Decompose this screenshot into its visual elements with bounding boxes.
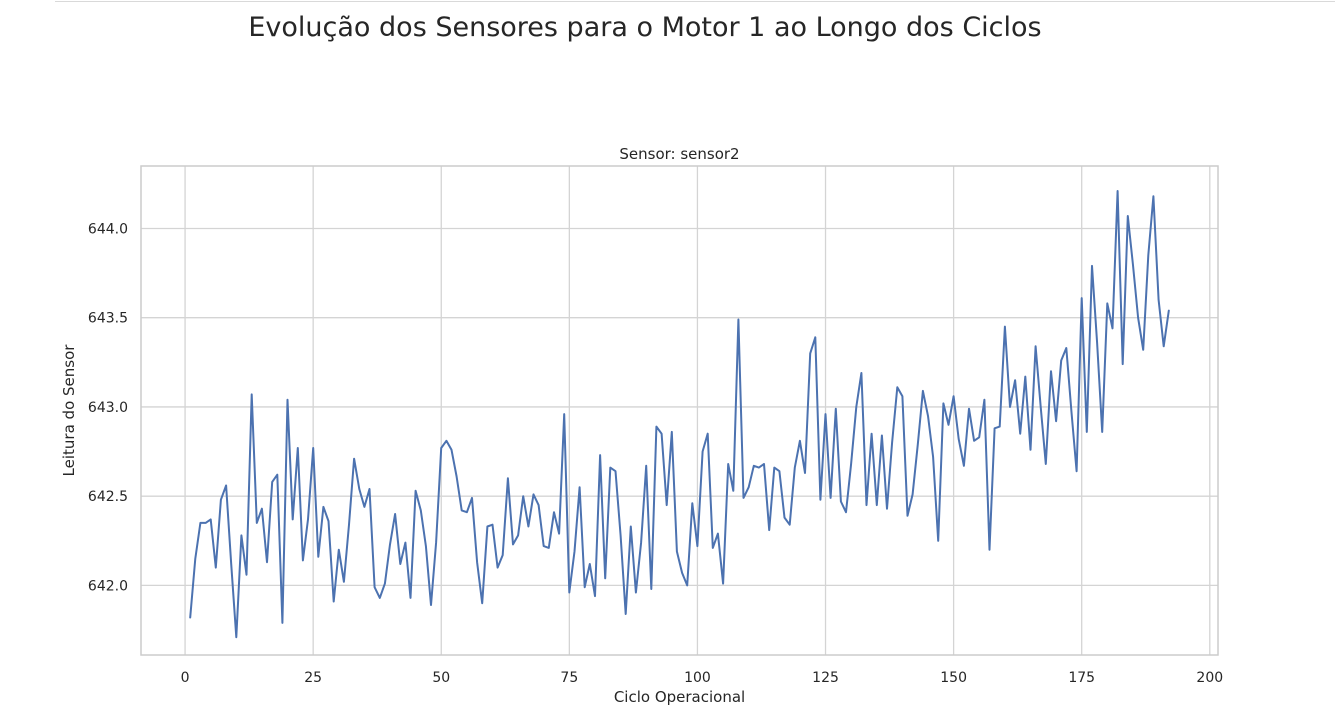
x-tick-label: 75 (560, 670, 578, 686)
series-line-sensor2 (189, 190, 1170, 639)
y-tick-label: 642.0 (88, 578, 128, 594)
x-gridlines (184, 166, 1211, 655)
y-tick-label: 642.5 (88, 489, 128, 505)
x-tick-label: 50 (432, 670, 450, 686)
x-tick-label: 100 (684, 670, 711, 686)
y-gridlines (141, 227, 1218, 587)
x-tick-label: 150 (940, 670, 967, 686)
y-axis-title: Leitura do Sensor (60, 344, 78, 477)
x-axis-title: Ciclo Operacional (614, 688, 745, 706)
y-tick-label: 643.5 (88, 311, 128, 327)
y-tick-label: 644.0 (88, 221, 128, 237)
x-tick-labels: 0 25 50 75 100 125 150 175 200 (181, 670, 1224, 686)
y-tick-labels: 642.0 642.5 643.0 643.5 644.0 (88, 221, 128, 594)
x-tick-label: 25 (304, 670, 322, 686)
figure-title: Evolução dos Sensores para o Motor 1 ao … (248, 12, 1042, 43)
plot-frame (140, 165, 1219, 656)
x-tick-label: 175 (1068, 670, 1095, 686)
x-tick-label: 125 (812, 670, 839, 686)
x-tick-label: 0 (181, 670, 190, 686)
x-tick-label: 200 (1196, 670, 1223, 686)
top-divider (55, 1, 1335, 2)
y-tick-label: 643.0 (88, 400, 128, 416)
plot-title: Sensor: sensor2 (619, 145, 739, 163)
